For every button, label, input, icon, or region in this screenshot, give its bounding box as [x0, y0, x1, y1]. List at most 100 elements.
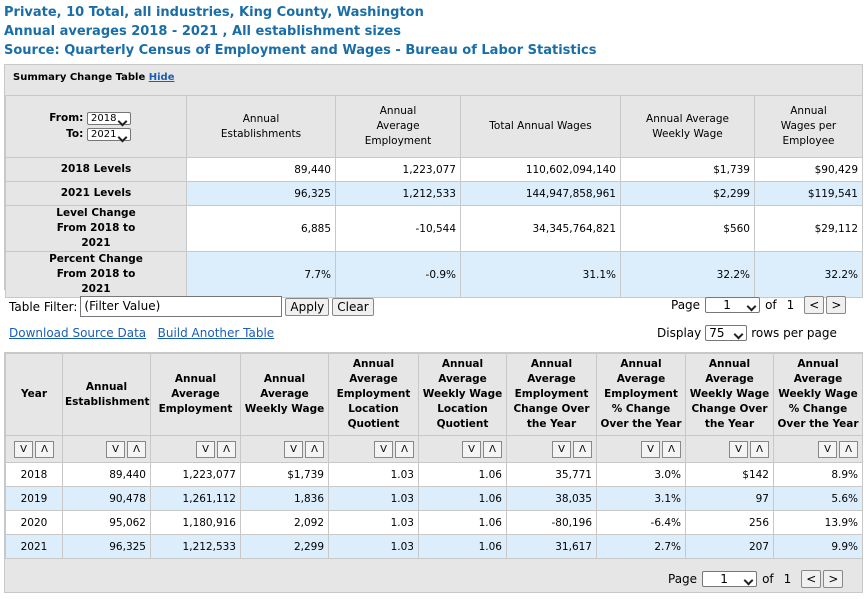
cell: 3.0% [596, 462, 686, 487]
cell: 35,771 [506, 462, 597, 487]
page-select[interactable]: 1 [705, 297, 761, 313]
cell: $2,299 [620, 181, 755, 206]
page-select[interactable]: 1 [702, 571, 758, 587]
cell: 1.03 [328, 486, 419, 511]
pager-bottom: Page 1 of 1 < > [668, 570, 844, 588]
page-count: 1 [786, 298, 795, 312]
sort-button[interactable]: V [552, 440, 571, 458]
clear-button[interactable]: Clear [332, 297, 374, 316]
range-label: To: [66, 128, 84, 140]
display-bar: Display 75 rows per page [657, 325, 837, 341]
display-label: Display [657, 326, 702, 340]
build-link[interactable]: Build Another Table [157, 326, 275, 340]
cell: 38,035 [506, 486, 597, 511]
cell: -80,196 [506, 510, 597, 535]
column-header: Annual Average Weekly Wage [240, 353, 329, 436]
cell: $29,112 [754, 205, 863, 252]
next-button[interactable]: > [823, 570, 844, 588]
sort-button[interactable]: Λ [395, 440, 414, 458]
cell: 1.06 [418, 462, 507, 487]
summary-title-text: Summary Change Table [13, 72, 146, 83]
sort-button[interactable]: Λ [483, 440, 502, 458]
summary-table: From: 2018 To: 2021 Annual Establishments A… [5, 95, 863, 298]
links: Download Source Data Build Another Table [9, 326, 274, 340]
sort-button[interactable]: V [462, 440, 481, 458]
cell: $90,429 [754, 157, 863, 182]
sort-button[interactable]: Λ [305, 440, 324, 458]
cell: 2,299 [240, 534, 329, 559]
sort-button[interactable]: Λ [127, 440, 146, 458]
sort-button[interactable]: V [641, 440, 660, 458]
prev-button[interactable]: < [804, 296, 825, 314]
cell: 31.1% [460, 251, 621, 298]
cell: 207 [685, 534, 774, 559]
cell: 13.9% [773, 510, 863, 535]
summary-row: 2018 Levels 89,440 1,223,077 110,602,094,14… [5, 157, 863, 182]
sort-button[interactable]: V [818, 440, 837, 458]
filter-bar: Table Filter: (Filter Value) Apply Clear [9, 296, 374, 317]
cell: $119,541 [754, 181, 863, 206]
range-select[interactable]: 2021 [87, 128, 131, 141]
cell: 89,440 [186, 157, 336, 182]
of-label: of [765, 298, 777, 312]
sort-button[interactable]: Λ [662, 440, 681, 458]
data-table: Year Annual Establishments Annual Average … [5, 353, 863, 559]
row-label: Level Change From 2018 to 2021 [5, 205, 187, 252]
sort-button[interactable]: Λ [839, 440, 858, 458]
cell: 96,325 [62, 534, 151, 559]
sort-button[interactable]: V [106, 440, 125, 458]
column-header: Total Annual Wages [460, 95, 621, 158]
cell: 32.2% [754, 251, 863, 298]
filter-input[interactable]: (Filter Value) [80, 296, 283, 317]
download-link[interactable]: Download Source Data [9, 326, 147, 340]
sort-button[interactable]: V [284, 440, 303, 458]
column-header: Annual Average Employment [335, 95, 461, 158]
column-header: Annual Average Employment Location Quoti… [328, 353, 419, 436]
sort-button[interactable]: Λ [750, 440, 769, 458]
next-button[interactable]: > [826, 296, 847, 314]
apply-button[interactable]: Apply [285, 297, 330, 316]
cell: 1,212,533 [335, 181, 461, 206]
sort-button[interactable]: Λ [573, 440, 592, 458]
cell: 256 [685, 510, 774, 535]
cell: 2,092 [240, 510, 329, 535]
cell: 1.06 [418, 534, 507, 559]
summary-title: Summary Change Table Hide [13, 72, 174, 83]
cell: 9.9% [773, 534, 863, 559]
cell: 34,345,764,821 [460, 205, 621, 252]
page-label: Page [668, 572, 698, 586]
column-header: Annual Average Weekly Wage Change Over t… [685, 353, 774, 436]
range-select[interactable]: 2018 [87, 112, 131, 125]
sort-button[interactable]: V [14, 440, 33, 458]
cell: 96,325 [186, 181, 336, 206]
sort-button[interactable]: Λ [35, 440, 54, 458]
cell: 1,212,533 [150, 534, 241, 559]
cell: 31,617 [506, 534, 597, 559]
sort-button[interactable]: V [374, 440, 393, 458]
cell: 2020 [5, 510, 63, 535]
column-header: Year [5, 353, 63, 436]
sort-button[interactable]: Λ [217, 440, 236, 458]
column-header: Annual Average Employment Change Over th… [506, 353, 597, 436]
cell: -6.4% [596, 510, 686, 535]
sort-button[interactable]: V [196, 440, 215, 458]
column-header: Annual Establishments [62, 353, 151, 436]
cell: 2019 [5, 486, 63, 511]
sort-button[interactable]: V [729, 440, 748, 458]
range-label: From: [49, 112, 84, 124]
header-row: Year Annual Establishments Annual Average … [5, 353, 863, 436]
cell: $142 [685, 462, 774, 487]
cell: 1,180,916 [150, 510, 241, 535]
cell: $1,739 [240, 462, 329, 487]
hide-link[interactable]: Hide [148, 72, 175, 83]
prev-button[interactable]: < [801, 570, 822, 588]
summary-row: Percent Change From 2018 to 2021 7.7% -0.9… [5, 251, 863, 298]
row-label: Percent Change From 2018 to 2021 [5, 251, 187, 298]
display-select[interactable]: 75 [705, 325, 748, 341]
